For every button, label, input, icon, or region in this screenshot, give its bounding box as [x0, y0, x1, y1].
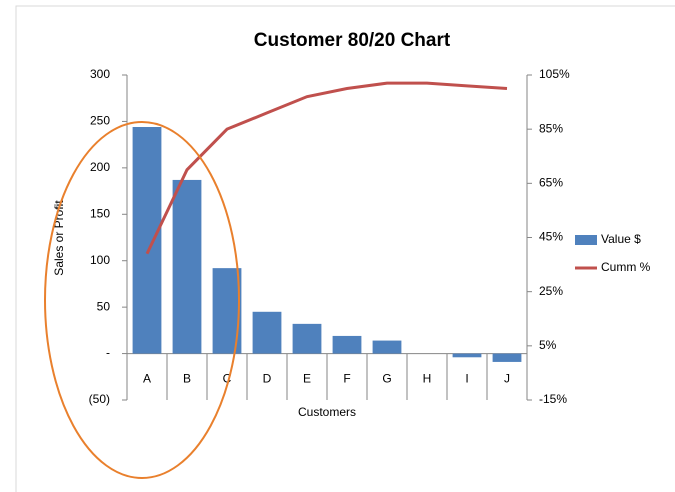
bar — [252, 311, 282, 354]
y-tick-label: 200 — [90, 160, 110, 174]
chart-title: Customer 80/20 Chart — [254, 30, 451, 51]
bar — [332, 335, 362, 354]
bar — [452, 353, 482, 358]
y2-tick-label: 5% — [539, 338, 557, 352]
x-tick-label: C — [223, 372, 232, 386]
y-tick-label: 50 — [97, 299, 111, 313]
x-tick-label: G — [382, 372, 391, 386]
legend-label: Cumm % — [601, 260, 651, 274]
y2-tick-label: 65% — [539, 176, 563, 190]
x-tick-label: F — [343, 372, 350, 386]
chart-frame — [15, 5, 675, 492]
y-tick-label: 250 — [90, 114, 110, 128]
bar — [372, 340, 402, 354]
x-tick-label: A — [143, 372, 151, 386]
y-tick-label: 100 — [90, 253, 110, 267]
x-tick-label: E — [303, 372, 311, 386]
y-tick-label: - — [106, 346, 110, 360]
y2-tick-label: 105% — [539, 67, 570, 81]
y2-tick-label: 45% — [539, 230, 563, 244]
y2-tick-label: 25% — [539, 284, 563, 298]
x-tick-label: I — [465, 372, 468, 386]
x-tick-label: B — [183, 372, 191, 386]
y-tick-label: 300 — [90, 67, 110, 81]
bar — [492, 353, 522, 362]
x-tick-label: J — [504, 372, 510, 386]
x-tick-label: D — [263, 372, 272, 386]
y-tick-label: 150 — [90, 206, 110, 220]
legend-swatch — [575, 235, 597, 245]
bar — [132, 127, 162, 354]
y2-tick-label: 85% — [539, 121, 563, 135]
bar — [172, 179, 202, 354]
x-axis-label: Customers — [298, 405, 356, 419]
y-tick-label: (50) — [89, 392, 110, 406]
x-tick-label: H — [423, 372, 432, 386]
line — [145, 81, 508, 255]
legend-label: Value $ — [601, 232, 641, 246]
y2-tick-label: -15% — [539, 392, 567, 406]
y-axis-label: Sales or Profit — [52, 200, 66, 276]
highlight-ellipse — [44, 121, 240, 479]
bar — [292, 323, 322, 354]
